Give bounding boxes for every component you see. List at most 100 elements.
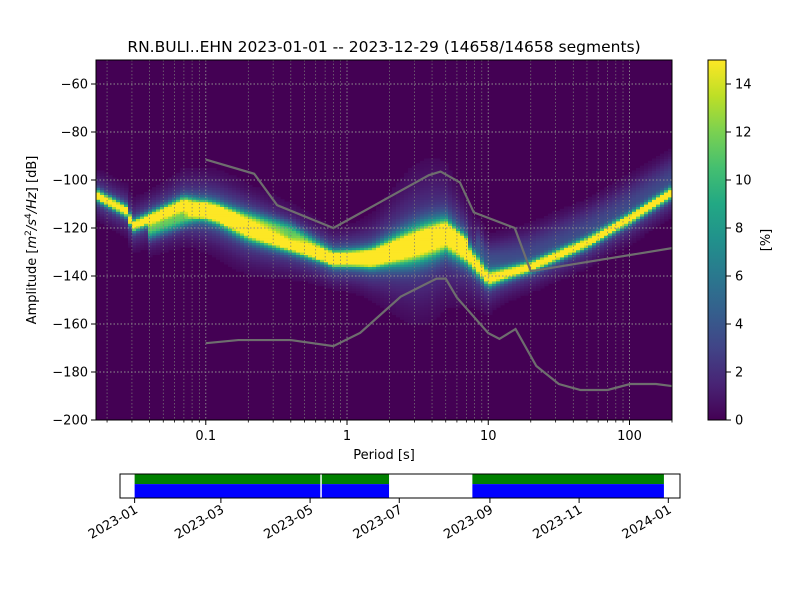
- heatmap-cell: [400, 259, 405, 263]
- heatmap-cell: [192, 220, 197, 224]
- heatmap-cell: [104, 223, 109, 227]
- heatmap-cell: [212, 225, 217, 229]
- heatmap-cell: [144, 232, 149, 236]
- heatmap-cell: [396, 304, 401, 308]
- heatmap-cell: [296, 256, 301, 260]
- heatmap-cell: [112, 223, 117, 227]
- heatmap-cell: [408, 220, 413, 224]
- heatmap-cell: [540, 242, 545, 246]
- heatmap-cell: [100, 184, 105, 188]
- heatmap-cell: [436, 297, 441, 301]
- heatmap-cell: [416, 273, 421, 277]
- heatmap-cell: [552, 220, 557, 224]
- heatmap-cell: [400, 264, 405, 267]
- heatmap-cell: [428, 297, 433, 301]
- heatmap-cell: [252, 254, 257, 258]
- heatmap-cell: [432, 283, 437, 287]
- heatmap-cell: [308, 230, 313, 234]
- heatmap-cell: [224, 242, 229, 246]
- heatmap-cell: [424, 182, 429, 186]
- heatmap-cell: [116, 218, 121, 222]
- heatmap-cell: [408, 196, 413, 200]
- heatmap-cell: [548, 276, 553, 279]
- heatmap-cell: [592, 225, 597, 229]
- heatmap-cell: [240, 240, 245, 243]
- heatmap-cell: [556, 242, 561, 246]
- heatmap-cell: [384, 300, 389, 303]
- heatmap-cell: [296, 206, 301, 210]
- heatmap-cell: [584, 256, 589, 260]
- heatmap-cell: [624, 232, 629, 236]
- heatmap-cell: [320, 225, 325, 229]
- heatmap-cell: [204, 170, 209, 174]
- heatmap-cell: [160, 194, 165, 198]
- heatmap-cell: [480, 295, 485, 299]
- heatmap-cell: [312, 280, 317, 284]
- heatmap-cell: [424, 312, 429, 315]
- heatmap-cell: [560, 208, 565, 212]
- heatmap-cell: [488, 264, 493, 267]
- heatmap-cell: [212, 180, 217, 183]
- heatmap-cell: [456, 189, 461, 193]
- heatmap-cell: [444, 300, 449, 303]
- heatmap-cell: [496, 252, 501, 255]
- heatmap-cell: [404, 211, 409, 215]
- heatmap-cell: [580, 259, 585, 263]
- heatmap-cell: [520, 237, 525, 241]
- heatmap-cell: [452, 232, 457, 236]
- heatmap-cell: [236, 201, 241, 205]
- heatmap-cell: [380, 290, 385, 294]
- heatmap-cell: [276, 271, 281, 275]
- heatmap-cell: [344, 244, 349, 248]
- heatmap-cell: [256, 192, 261, 195]
- heatmap-cell: [352, 247, 357, 251]
- heatmap-cell: [532, 285, 537, 289]
- heatmap-cell: [588, 254, 593, 258]
- heatmap-cell: [492, 288, 497, 291]
- heatmap-cell: [388, 256, 393, 260]
- heatmap-cell: [348, 285, 353, 289]
- heatmap-cell: [628, 228, 633, 231]
- heatmap-cell: [588, 201, 593, 205]
- heatmap-cell: [108, 208, 113, 212]
- heatmap-cell: [124, 182, 129, 186]
- heatmap-cell: [656, 204, 661, 207]
- heatmap-cell: [288, 240, 293, 243]
- heatmap-cell: [264, 235, 269, 239]
- heatmap-cell: [488, 240, 493, 243]
- heatmap-cell: [368, 271, 373, 275]
- heatmap-cell: [584, 252, 589, 255]
- heatmap-cell: [448, 216, 453, 219]
- heatmap-cell: [648, 165, 653, 169]
- heatmap-cell: [400, 271, 405, 275]
- heatmap-cell: [524, 264, 529, 267]
- heatmap-cell: [624, 192, 629, 195]
- heatmap-cell: [424, 158, 429, 162]
- heatmap-cell: [228, 216, 233, 219]
- heatmap-cell: [304, 230, 309, 234]
- heatmap-cell: [436, 199, 441, 203]
- heatmap-cell: [308, 242, 313, 246]
- heatmap-cell: [296, 225, 301, 229]
- heatmap-cell: [484, 264, 489, 267]
- heatmap-cell: [316, 283, 321, 287]
- heatmap-cell: [236, 199, 241, 203]
- heatmap-cell: [452, 199, 457, 203]
- heatmap-cell: [560, 249, 565, 253]
- heatmap-cell: [344, 237, 349, 241]
- heatmap-cell: [188, 180, 193, 183]
- heatmap-cell: [560, 244, 565, 248]
- heatmap-cell: [616, 242, 621, 246]
- heatmap-cell: [168, 211, 173, 215]
- heatmap-cell: [468, 220, 473, 224]
- heatmap-cell: [588, 237, 593, 241]
- heatmap-cell: [480, 242, 485, 246]
- heatmap-cell: [144, 240, 149, 243]
- heatmap-cell: [336, 285, 341, 289]
- heatmap-cell: [440, 225, 445, 229]
- heatmap-cell: [440, 218, 445, 222]
- heatmap-cell: [140, 237, 145, 241]
- heatmap-cell: [188, 242, 193, 246]
- heatmap-cell: [444, 297, 449, 301]
- heatmap-cell: [632, 235, 637, 239]
